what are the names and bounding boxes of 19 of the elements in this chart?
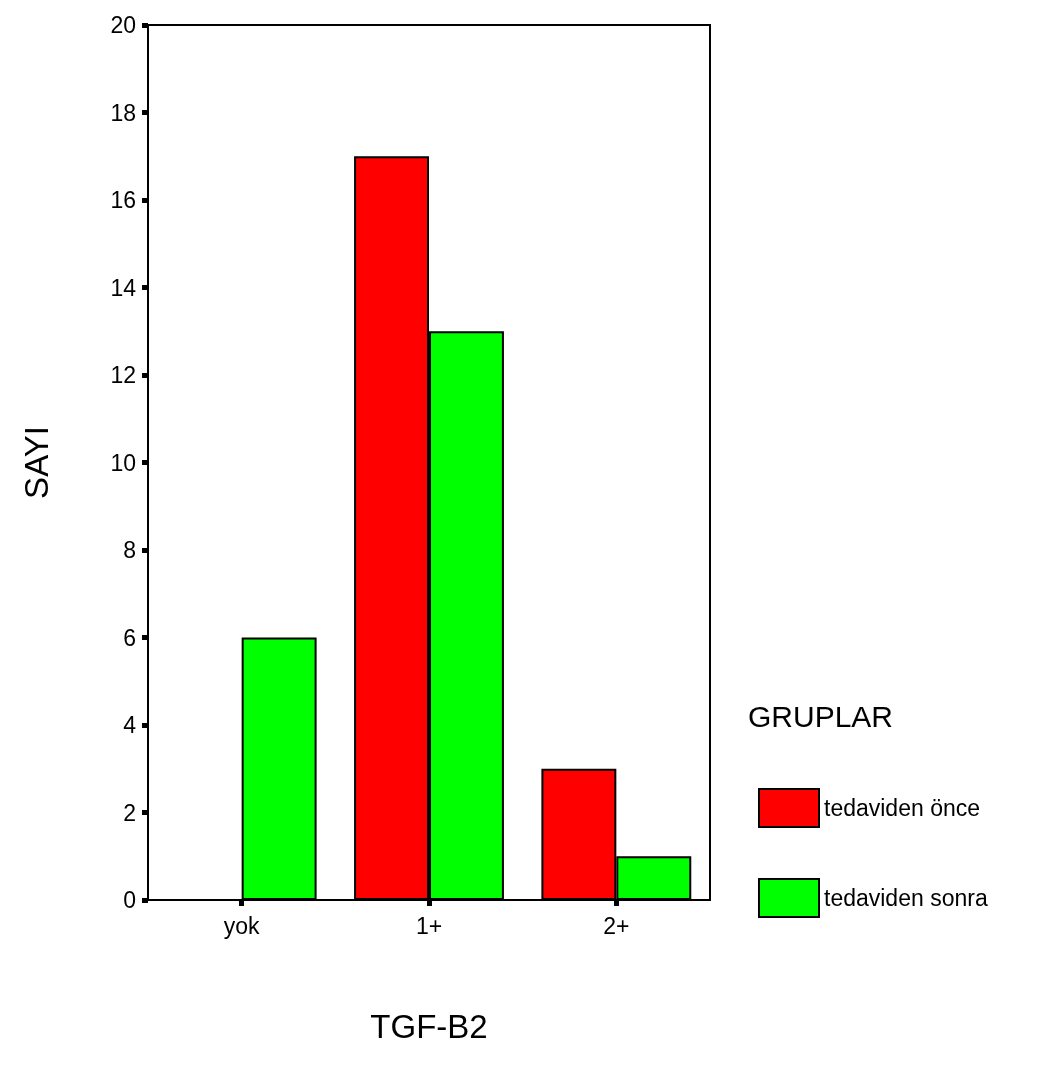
x-axis-title: TGF-B2 (370, 1008, 488, 1045)
legend-title: GRUPLAR (748, 699, 894, 733)
y-tick-label: 0 (123, 887, 136, 913)
y-tick-label: 4 (123, 712, 137, 738)
y-tick-label: 6 (123, 624, 136, 651)
y-axis-title: SAYI (18, 426, 55, 499)
y-tick-label: 18 (110, 99, 136, 126)
y-tick-label: 16 (110, 187, 136, 213)
y-tick-label: 2 (123, 799, 136, 826)
y-tick-label: 10 (110, 449, 136, 476)
x-tick-label: 2+ (603, 912, 630, 939)
x-tick-label: 1+ (415, 912, 443, 939)
x-tick-label: yok (223, 912, 261, 939)
y-tick-label: 20 (110, 12, 136, 38)
legend-label: tedaviden sonra (824, 885, 988, 911)
y-tick-label: 8 (123, 537, 136, 563)
y-tick-label: 12 (110, 362, 136, 388)
legend-label: tedaviden önce (824, 795, 981, 821)
y-tick-label: 14 (110, 274, 137, 301)
